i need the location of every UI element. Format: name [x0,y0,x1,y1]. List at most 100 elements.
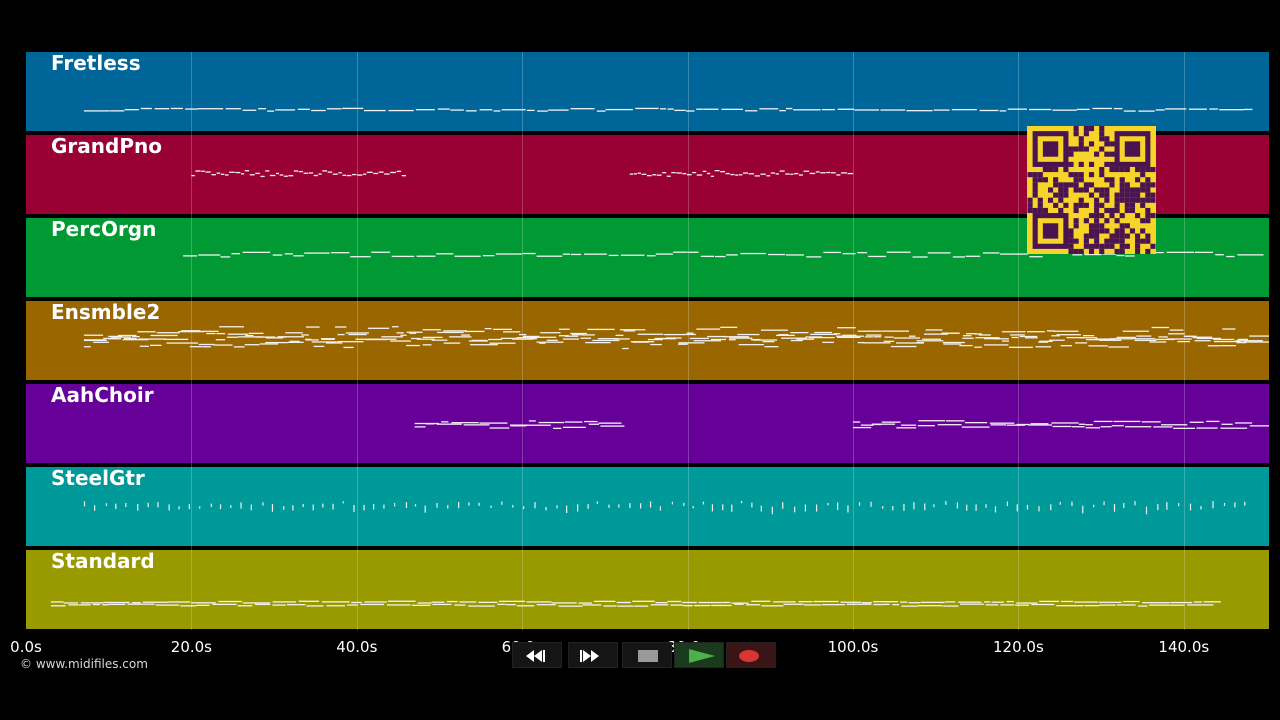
stop-button[interactable] [622,642,672,668]
fast-forward-button[interactable] [568,642,618,668]
qr-module [1145,182,1151,188]
note [242,602,271,604]
note [570,332,587,335]
note [584,420,598,423]
qr-module [1094,187,1100,193]
qr-module [1068,146,1074,152]
note [1059,501,1061,505]
note [311,109,326,112]
note [798,601,813,603]
qr-module [1104,192,1110,198]
note [671,501,674,505]
note [842,334,857,336]
note [893,337,921,339]
note [150,344,162,347]
note [773,601,796,603]
qr-module [1140,166,1146,173]
note [764,346,779,348]
note [743,172,748,174]
note [262,502,264,506]
note [725,172,730,175]
play-button[interactable] [674,642,724,668]
note [383,504,385,509]
track-name: Ensmble2 [51,301,161,324]
qr-module [1099,146,1105,152]
note [1098,601,1122,603]
note [647,338,663,341]
note [422,336,443,339]
note [558,605,583,607]
note [728,339,736,341]
qr-module [1032,172,1038,178]
note [778,334,789,336]
note [540,332,561,334]
qr-module [1078,177,1084,183]
note [450,109,464,111]
record-button[interactable] [726,642,776,668]
qr-module [1063,202,1069,208]
note [1029,256,1043,258]
note [945,501,947,505]
qr-code[interactable] [1027,126,1156,254]
note [140,107,152,110]
qr-module [1073,207,1079,214]
note [640,503,642,509]
note [267,110,275,112]
qr-module [1135,166,1141,173]
note [1149,341,1167,343]
rewind-button[interactable] [512,642,562,668]
note [785,107,793,110]
qr-module [1109,141,1115,147]
note [790,339,803,342]
note [798,174,803,176]
note [180,605,197,607]
qr-module [1109,177,1115,183]
qr-module [1150,213,1156,219]
note [570,253,582,256]
note [945,420,965,422]
note [306,605,324,607]
note [498,600,525,603]
note [688,251,699,253]
note [964,421,988,424]
note [710,338,727,341]
note [633,173,637,175]
note [63,602,79,604]
note [248,332,264,335]
note-pattern [83,107,1253,112]
qr-module [1099,223,1105,229]
note [720,326,738,328]
note-pattern [83,501,1246,515]
note [366,171,373,173]
note [666,175,671,177]
note [178,330,205,333]
qr-module [1047,187,1054,193]
note [966,333,977,335]
qr-module [1099,192,1105,198]
note [308,172,314,174]
qr-module [1124,233,1130,239]
note [689,337,709,340]
note [682,173,687,175]
note [1125,426,1152,428]
note [157,502,159,508]
note [199,506,201,509]
note [305,339,319,341]
qr-module [1114,202,1120,208]
note [975,504,977,511]
note [710,175,715,177]
qr-module [1078,248,1084,254]
note [637,172,641,174]
qr-module [1083,218,1089,224]
note [150,334,178,337]
qr-module [1114,207,1120,214]
qr-module [1094,213,1100,219]
note [424,505,426,513]
note [198,254,221,256]
note [276,172,280,175]
qr-module [1094,243,1100,249]
note [449,336,472,338]
qr-module [1099,126,1105,132]
note [873,601,898,603]
note [1122,600,1140,603]
